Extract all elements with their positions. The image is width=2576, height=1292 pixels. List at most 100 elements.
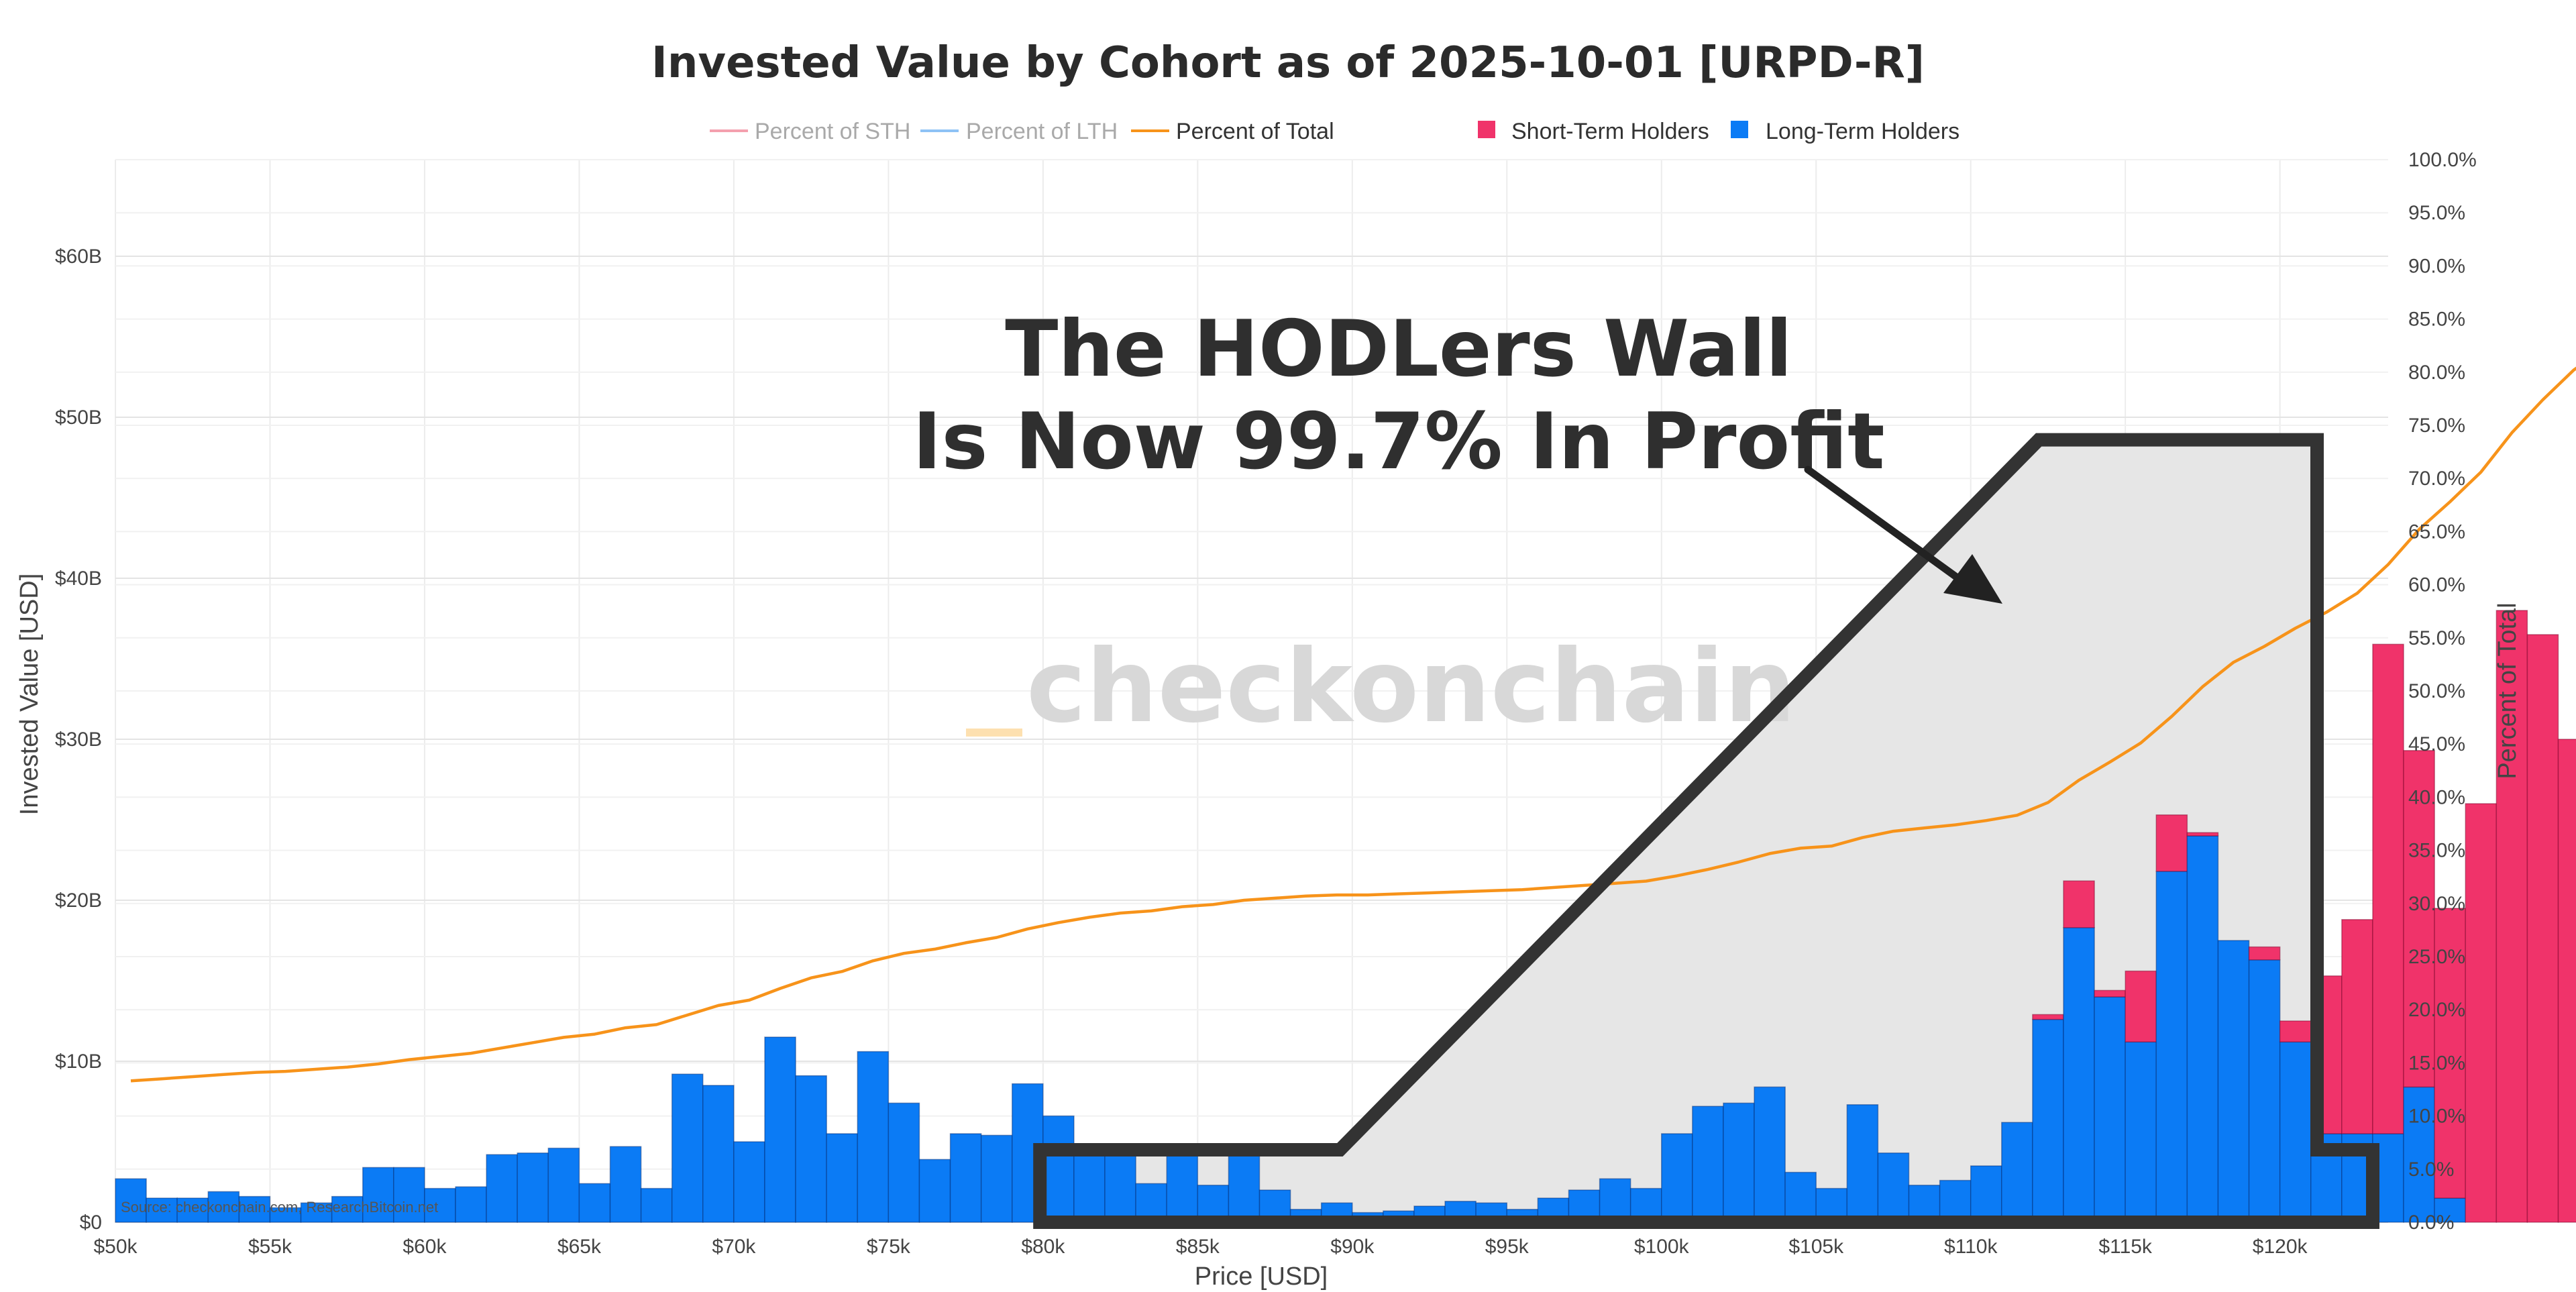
- x-tick-label-14: $120k: [2253, 1236, 2308, 1258]
- bar-lth-31[interactable]: [1073, 1146, 1106, 1223]
- bar-lth-22[interactable]: [795, 1075, 827, 1223]
- bar-lth-48[interactable]: [1599, 1178, 1631, 1223]
- y2-tick-label-3: 15.0%: [2408, 1052, 2465, 1074]
- bar-lth-24[interactable]: [857, 1051, 890, 1223]
- bar-sth-76[interactable]: [2465, 803, 2498, 1223]
- bar-lth-3[interactable]: [207, 1191, 240, 1223]
- y-tick-label-3: $30B: [55, 729, 102, 751]
- bar-lth-2[interactable]: [176, 1197, 209, 1223]
- bar-sth-66[interactable]: [2155, 814, 2188, 872]
- bar-sth-74[interactable]: [2403, 750, 2435, 1088]
- bar-lth-28[interactable]: [980, 1134, 1013, 1223]
- percent-of-total-line: [130, 366, 2576, 1083]
- bar-lth-21[interactable]: [764, 1036, 796, 1223]
- legend-label-sth-percent[interactable]: Percent of STH: [755, 119, 910, 144]
- bar-lth-62[interactable]: [2032, 1018, 2064, 1223]
- bar-sth-64[interactable]: [2094, 989, 2126, 998]
- y2-tick-label-0: 0.0%: [2408, 1212, 2454, 1234]
- bar-lth-14[interactable]: [547, 1147, 580, 1223]
- bar-lth-17[interactable]: [640, 1187, 673, 1223]
- y2-tick-label-20: 100.0%: [2408, 149, 2477, 171]
- bar-lth-53[interactable]: [1754, 1086, 1786, 1223]
- chart-title: Invested Value by Cohort as of 2025-10-0…: [651, 38, 1925, 88]
- bar-lth-16[interactable]: [609, 1146, 642, 1223]
- bar-lth-6[interactable]: [300, 1202, 333, 1223]
- y-tick-label-1: $10B: [55, 1051, 102, 1073]
- bar-sth-63[interactable]: [2063, 880, 2095, 928]
- y2-tick-label-11: 55.0%: [2408, 627, 2465, 649]
- x-tick-label-6: $80k: [1021, 1236, 1065, 1258]
- x-tick-label-12: $110k: [1944, 1236, 1998, 1258]
- wall-outline-shape: [1033, 433, 2379, 1229]
- bar-sth-70[interactable]: [2279, 1020, 2312, 1042]
- bar-lth-61[interactable]: [2001, 1122, 2033, 1223]
- bar-lth-75[interactable]: [2434, 1197, 2466, 1223]
- y2-tick-label-14: 70.0%: [2408, 468, 2465, 490]
- legend-label-lth-percent[interactable]: Percent of LTH: [966, 119, 1118, 144]
- y2-tick-label-5: 25.0%: [2408, 946, 2465, 968]
- legend-label-sth[interactable]: Short-Term Holders: [1511, 119, 1709, 144]
- bar-lth-63[interactable]: [2063, 927, 2095, 1223]
- bar-lth-30[interactable]: [1042, 1115, 1075, 1223]
- x-tick-label-2: $60k: [402, 1236, 447, 1258]
- bar-sth-77[interactable]: [2496, 610, 2528, 1223]
- bar-sth-78[interactable]: [2526, 634, 2559, 1223]
- bar-lth-54[interactable]: [1784, 1171, 1817, 1223]
- bar-sth-62[interactable]: [2032, 1014, 2064, 1020]
- bar-lth-27[interactable]: [949, 1133, 982, 1223]
- annotation-line-1: The HODLers Wall: [1005, 304, 1792, 394]
- bar-lth-7[interactable]: [331, 1195, 364, 1223]
- bar-sth-72[interactable]: [2341, 919, 2373, 1134]
- legend-swatch-sth: [1478, 121, 1495, 138]
- bar-lth-15[interactable]: [578, 1183, 611, 1223]
- y2-tick-label-7: 35.0%: [2408, 840, 2465, 862]
- bar-lth-19[interactable]: [702, 1085, 735, 1223]
- bar-lth-23[interactable]: [826, 1133, 859, 1223]
- bar-lth-34[interactable]: [1166, 1146, 1199, 1223]
- y2-tick-label-17: 85.0%: [2408, 309, 2465, 331]
- bar-lth-64[interactable]: [2094, 996, 2126, 1223]
- bar-lth-1[interactable]: [146, 1197, 178, 1223]
- bar-lth-65[interactable]: [2125, 1041, 2157, 1223]
- bar-lth-18[interactable]: [671, 1073, 704, 1223]
- x-tick-label-9: $95k: [1485, 1236, 1529, 1258]
- bar-lth-52[interactable]: [1723, 1102, 1755, 1223]
- bar-lth-60[interactable]: [1970, 1165, 2002, 1223]
- x-axis-label: Price [USD]: [1195, 1262, 1328, 1291]
- bar-sth-69[interactable]: [2248, 946, 2281, 961]
- bar-lth-36[interactable]: [1228, 1147, 1260, 1223]
- bar-lth-56[interactable]: [1846, 1104, 1879, 1223]
- legend-label-lth[interactable]: Long-Term Holders: [1766, 119, 1960, 144]
- x-tick-label-8: $90k: [1330, 1236, 1375, 1258]
- bar-lth-13[interactable]: [517, 1152, 549, 1223]
- x-tick-label-10: $100k: [1634, 1236, 1690, 1258]
- bar-lth-4[interactable]: [238, 1195, 271, 1223]
- bar-lth-25[interactable]: [888, 1102, 920, 1223]
- bar-lth-12[interactable]: [486, 1154, 518, 1223]
- y-tick-label-6: $60B: [55, 246, 102, 268]
- bar-lth-67[interactable]: [2186, 835, 2219, 1223]
- bar-lth-32[interactable]: [1104, 1154, 1136, 1223]
- bar-lth-11[interactable]: [455, 1186, 487, 1223]
- y2-axis-ticks: 0.0% 5.0% 10.0% 15.0% 20.0% 25.0% 30.0% 35.0% 40…: [2408, 149, 2477, 1234]
- bar-sth-79[interactable]: [2557, 739, 2576, 1223]
- bar-lth-70[interactable]: [2279, 1041, 2312, 1223]
- bar-lth-68[interactable]: [2217, 940, 2250, 1223]
- bar-lth-26[interactable]: [918, 1159, 951, 1223]
- bar-lth-50[interactable]: [1661, 1133, 1693, 1223]
- y-tick-label-4: $40B: [55, 568, 102, 590]
- bar-lth-9[interactable]: [393, 1167, 425, 1223]
- bar-lth-10[interactable]: [424, 1187, 456, 1223]
- bar-lth-69[interactable]: [2248, 959, 2281, 1223]
- y2-tick-label-18: 90.0%: [2408, 255, 2465, 277]
- bar-sth-65[interactable]: [2125, 970, 2157, 1042]
- bar-sth-67[interactable]: [2186, 832, 2219, 837]
- bar-sth-75[interactable]: [2434, 908, 2466, 1199]
- bar-lth-8[interactable]: [362, 1167, 394, 1223]
- bar-lth-57[interactable]: [1877, 1152, 1910, 1223]
- legend-label-total-percent[interactable]: Percent of Total: [1176, 119, 1334, 144]
- bar-lth-51[interactable]: [1692, 1106, 1724, 1223]
- bar-sth-73[interactable]: [2372, 643, 2404, 1134]
- bar-lth-20[interactable]: [733, 1141, 765, 1223]
- bar-lth-66[interactable]: [2155, 871, 2188, 1223]
